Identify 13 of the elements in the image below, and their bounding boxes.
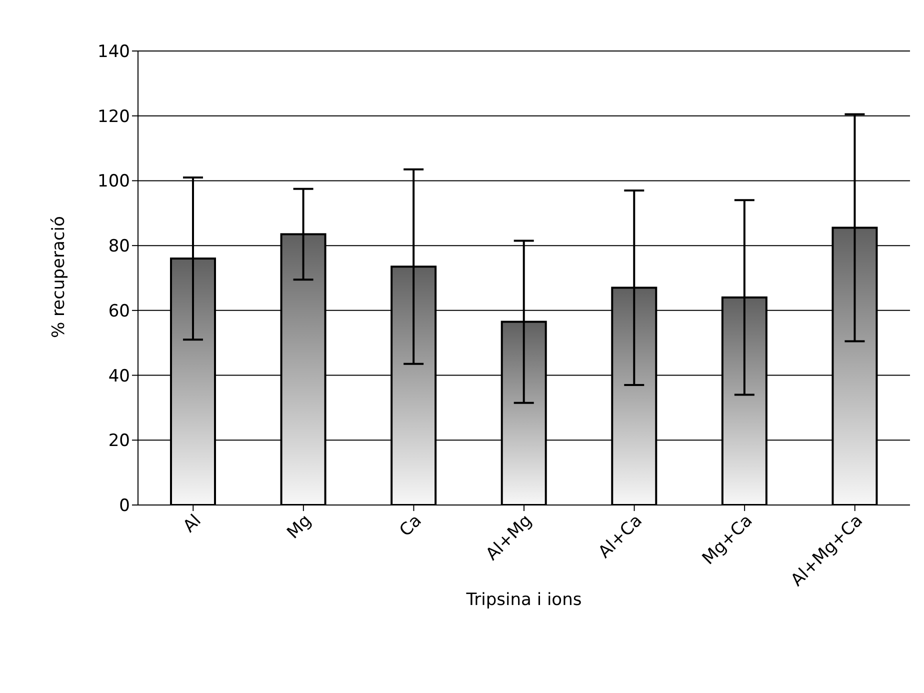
y-tick-label: 100 — [98, 172, 130, 192]
x-tick-label: Al — [180, 510, 206, 537]
x-tick-label: Mg — [283, 510, 316, 544]
y-tick-label: 20 — [108, 431, 130, 452]
y-tick-label: 0 — [119, 496, 130, 516]
y-tick-label: 60 — [108, 301, 130, 322]
x-tick-label: Ca — [396, 510, 426, 541]
y-axis-title: % recuperació — [49, 216, 70, 338]
y-tick-label: 120 — [98, 106, 130, 127]
y-tick-label: 80 — [108, 236, 130, 257]
y-tick-label: 40 — [108, 366, 130, 386]
y-tick-label: 140 — [98, 42, 130, 62]
x-axis-title: Tripsina i ions — [465, 590, 582, 610]
